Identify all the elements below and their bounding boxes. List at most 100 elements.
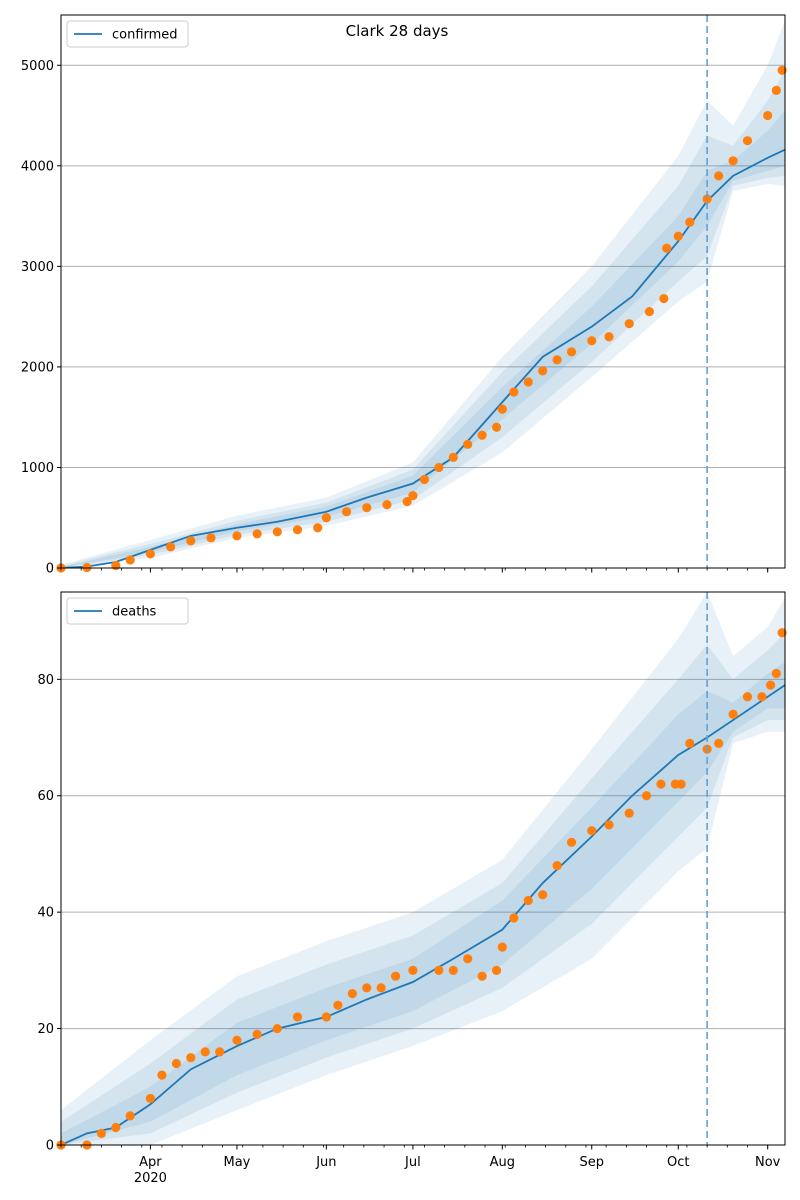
chart-confirmed-observed-point xyxy=(728,156,738,166)
chart-confirmed-observed-point xyxy=(477,430,487,440)
chart-confirmed-observed-point xyxy=(321,513,331,523)
chart-confirmed-legend-box xyxy=(66,20,189,48)
chart-deaths-observed-point xyxy=(552,860,562,871)
chart-deaths-observed-point xyxy=(771,668,781,679)
chart-deaths-observed-point xyxy=(491,965,502,975)
chart-confirmed-observed-point xyxy=(434,462,444,473)
chart-deaths-observed-point xyxy=(232,1035,242,1045)
chart-confirmed-ytick-label: 4000 xyxy=(21,159,54,174)
chart-deaths-legend-label: deaths xyxy=(112,605,157,620)
chart-deaths-observed-point xyxy=(728,709,738,719)
confirmed-panel: 0 1000 2000 3000 4000 5000 confirmed xyxy=(21,14,787,577)
chart-deaths-xtick-label: Jul xyxy=(404,1155,421,1170)
chart-deaths-observed-point xyxy=(685,738,695,748)
chart-confirmed-observed-point xyxy=(702,194,712,204)
chart-confirmed-band-1 xyxy=(61,70,785,569)
chart-confirmed-observed-point xyxy=(662,243,672,253)
chart-confirmed-observed-point xyxy=(771,85,781,96)
chart-deaths-observed-point xyxy=(624,808,634,818)
chart-deaths-observed-point xyxy=(777,628,787,638)
chart-confirmed-observed-point xyxy=(742,136,753,146)
chart-confirmed-observed-point xyxy=(292,525,303,535)
chart-deaths-observed-point xyxy=(676,779,686,789)
chart-confirmed-observed-point xyxy=(463,439,473,449)
chart-deaths-observed-point xyxy=(390,971,401,981)
chart-deaths-observed-point xyxy=(497,942,507,952)
chart-confirmed-observed-point xyxy=(362,503,372,513)
chart-deaths-observed-point xyxy=(509,913,519,923)
chart-deaths-xtick-label: Jun xyxy=(315,1155,336,1170)
chart-deaths-observed-point xyxy=(272,1023,282,1034)
chart-confirmed-observed-point xyxy=(523,377,533,387)
chart-deaths-observed-point xyxy=(566,837,577,847)
chart-deaths-observed-point xyxy=(362,983,372,993)
chart-confirmed-observed-point xyxy=(408,491,418,501)
chart-deaths-observed-point xyxy=(538,890,548,900)
chart-confirmed-band-0 xyxy=(61,20,785,568)
chart-confirmed-observed-point xyxy=(382,500,392,510)
chart-deaths-observed-point xyxy=(347,989,357,999)
chart-deaths-observed-point xyxy=(408,965,418,975)
chart-deaths-legend-box xyxy=(66,597,189,625)
chart-confirmed-observed-point xyxy=(402,497,412,507)
chart-deaths-observed-point xyxy=(714,738,724,748)
chart-deaths-ytick-label: 60 xyxy=(37,789,54,804)
chart-deaths-observed-point xyxy=(252,1029,262,1039)
chart-confirmed-observed-point xyxy=(659,293,669,304)
chart-confirmed-observed-point xyxy=(497,404,507,414)
chart-deaths-observed-point xyxy=(321,1012,331,1022)
chart-confirmed-axes-frame xyxy=(60,14,786,569)
chart-deaths-observed-point xyxy=(604,820,614,830)
chart-confirmed-ytick-label: 1000 xyxy=(21,461,54,476)
chart-deaths-observed-point xyxy=(171,1058,181,1069)
chart-deaths-observed-point xyxy=(434,965,444,975)
chart-deaths-observed-point xyxy=(587,826,597,836)
chart-deaths-xtick-label: May xyxy=(224,1155,251,1170)
chart-confirmed-observed-point xyxy=(763,110,773,121)
chart-deaths-observed-point xyxy=(215,1047,225,1057)
chart-confirmed-legend-label: confirmed xyxy=(112,28,178,43)
chart-confirmed-observed-point xyxy=(125,555,135,565)
chart-deaths-band-1 xyxy=(61,632,785,1145)
chart-deaths-ytick-label: 0 xyxy=(46,1139,54,1154)
chart-deaths-xtick-label: Aug xyxy=(490,1155,515,1170)
chart-confirmed-model-line xyxy=(60,148,786,569)
chart-deaths-observed-point xyxy=(523,895,533,906)
chart-confirmed-observed-point xyxy=(491,422,502,432)
chart-confirmed-observed-point xyxy=(419,474,430,485)
chart-deaths-observed-point xyxy=(200,1047,210,1057)
chart-confirmed-observed-point xyxy=(166,542,176,552)
chart-confirmed-observed-point xyxy=(82,562,92,573)
chart-confirmed-observed-point xyxy=(252,529,262,539)
chart-confirmed-observed-point xyxy=(341,507,352,517)
chart-confirmed-ytick-label: 3000 xyxy=(21,260,54,275)
chart-confirmed-observed-point xyxy=(111,560,121,571)
chart-confirmed-observed-point xyxy=(566,347,577,357)
chart-deaths-model-line xyxy=(60,684,786,1146)
chart-confirmed-observed-point xyxy=(644,307,655,317)
chart-confirmed-observed-point xyxy=(538,366,548,376)
chart-deaths-observed-point xyxy=(125,1111,135,1121)
chart-deaths-axes-frame xyxy=(60,591,786,1146)
chart-deaths-observed-point xyxy=(641,791,652,801)
chart-confirmed-observed-point xyxy=(145,549,156,559)
chart-deaths-observed-point xyxy=(145,1093,156,1104)
chart-deaths-band-2 xyxy=(61,661,785,1145)
chart-deaths-ytick-label: 20 xyxy=(37,1022,54,1037)
chart-confirmed-observed-point xyxy=(509,387,519,397)
chart-deaths-observed-point xyxy=(376,983,386,993)
chart-deaths-xtick-label: Apr xyxy=(139,1155,162,1170)
chart-confirmed-ytick-label: 5000 xyxy=(21,59,54,74)
deaths-panel: 0 20 40 60 80 Apr May Jun Jul Aug Sep Oct Nov 2020 dea… xyxy=(37,591,787,1186)
chart-confirmed-observed-point xyxy=(206,533,216,543)
chart-deaths-observed-point xyxy=(765,680,776,690)
chart-deaths-observed-point xyxy=(186,1053,196,1063)
chart-deaths-xtick-label: Nov xyxy=(755,1155,781,1170)
chart-deaths-observed-point xyxy=(757,692,767,702)
chart-deaths-xtick-label: Sep xyxy=(579,1155,604,1170)
chart-confirmed-observed-point xyxy=(232,531,242,541)
chart-deaths-observed-point xyxy=(448,965,458,975)
chart-confirmed-observed-point xyxy=(604,332,614,342)
chart-confirmed-observed-point xyxy=(673,231,683,241)
